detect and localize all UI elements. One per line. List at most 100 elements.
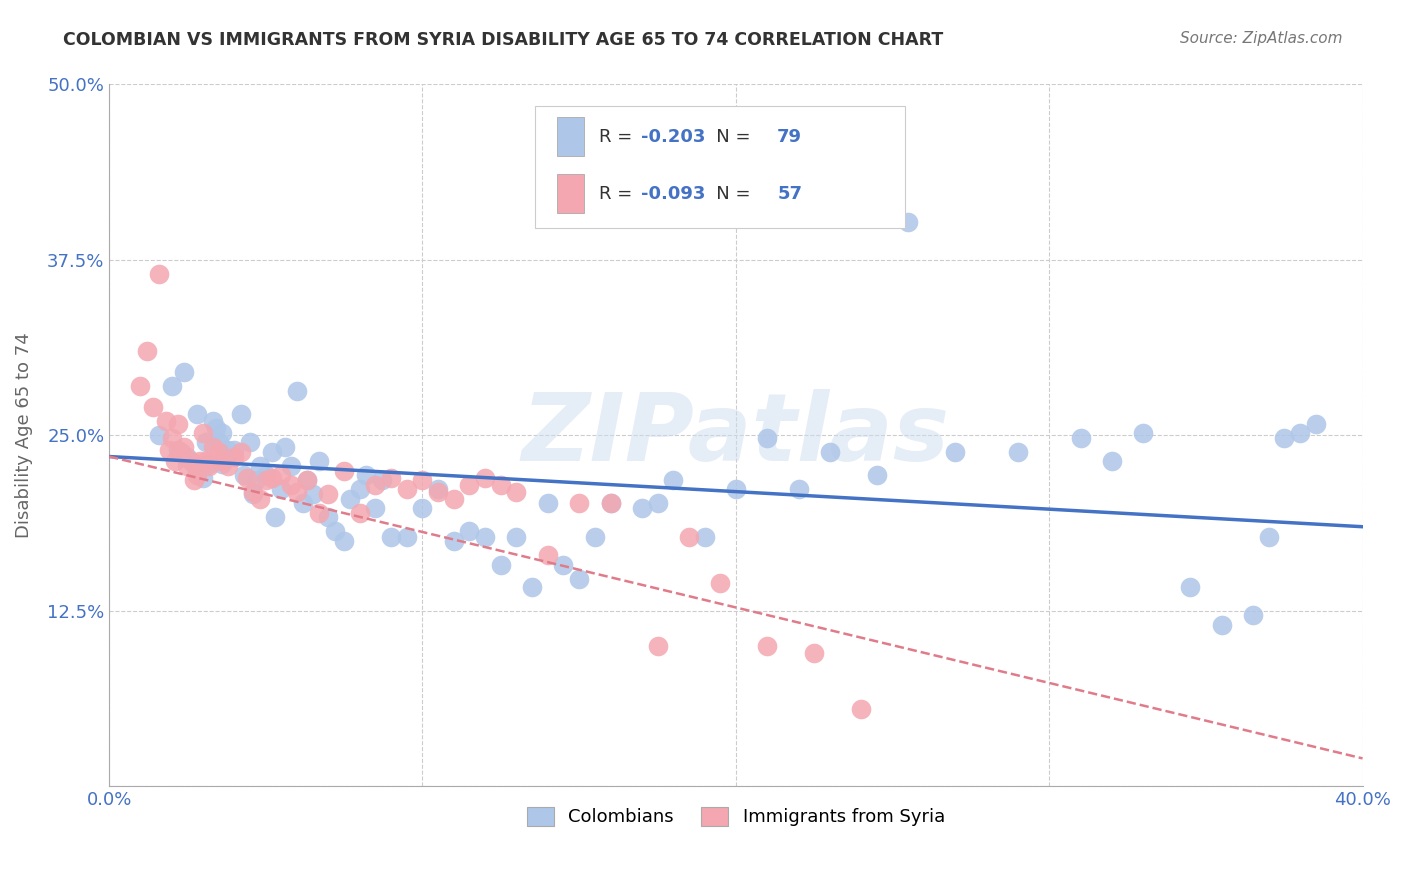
Point bbox=[270, 467, 292, 482]
Point bbox=[229, 408, 252, 422]
Point bbox=[443, 533, 465, 548]
Point bbox=[167, 442, 190, 457]
Point bbox=[224, 450, 246, 464]
Point bbox=[599, 496, 621, 510]
Point bbox=[380, 470, 402, 484]
Point bbox=[270, 482, 292, 496]
Text: -0.203: -0.203 bbox=[641, 128, 704, 145]
Point bbox=[333, 464, 356, 478]
Text: R =: R = bbox=[599, 185, 638, 202]
Point bbox=[411, 501, 433, 516]
Point bbox=[295, 474, 318, 488]
Point bbox=[148, 267, 170, 281]
Point bbox=[662, 474, 685, 488]
Point bbox=[188, 454, 211, 468]
Point bbox=[183, 474, 205, 488]
Point bbox=[505, 530, 527, 544]
Point bbox=[217, 442, 239, 457]
Point bbox=[229, 445, 252, 459]
Point bbox=[364, 501, 387, 516]
Point bbox=[364, 477, 387, 491]
Point bbox=[1305, 417, 1327, 432]
Point bbox=[204, 421, 226, 435]
Point bbox=[787, 482, 810, 496]
Point bbox=[349, 506, 371, 520]
Text: ZIPatlas: ZIPatlas bbox=[522, 390, 950, 482]
Point bbox=[709, 575, 731, 590]
Point bbox=[1180, 580, 1202, 594]
FancyBboxPatch shape bbox=[557, 174, 583, 213]
Point bbox=[599, 496, 621, 510]
Point bbox=[427, 482, 450, 496]
Point bbox=[851, 702, 873, 716]
Point bbox=[553, 558, 575, 572]
Point bbox=[458, 477, 481, 491]
Point bbox=[583, 530, 606, 544]
Point bbox=[280, 459, 302, 474]
Point bbox=[505, 484, 527, 499]
Point bbox=[254, 474, 277, 488]
Point bbox=[323, 524, 346, 538]
Y-axis label: Disability Age 65 to 74: Disability Age 65 to 74 bbox=[15, 333, 32, 539]
Point bbox=[135, 344, 157, 359]
Text: 57: 57 bbox=[778, 185, 803, 202]
Point bbox=[411, 474, 433, 488]
Point bbox=[176, 459, 198, 474]
Point bbox=[308, 506, 330, 520]
Point bbox=[371, 474, 394, 488]
Point bbox=[195, 435, 218, 450]
Point bbox=[318, 487, 340, 501]
Point bbox=[693, 530, 716, 544]
Point bbox=[803, 646, 825, 660]
Point bbox=[242, 484, 264, 499]
Text: R =: R = bbox=[599, 128, 638, 145]
FancyBboxPatch shape bbox=[536, 105, 905, 228]
Point bbox=[630, 501, 652, 516]
Point bbox=[245, 474, 267, 488]
Point bbox=[142, 401, 165, 415]
Point bbox=[520, 580, 543, 594]
Point bbox=[254, 467, 277, 482]
Point bbox=[208, 435, 231, 450]
Point bbox=[349, 482, 371, 496]
Point bbox=[647, 496, 669, 510]
Point bbox=[236, 470, 259, 484]
Point bbox=[224, 442, 246, 457]
Point bbox=[1007, 445, 1029, 459]
Point bbox=[186, 467, 208, 482]
Point bbox=[308, 454, 330, 468]
Point bbox=[129, 379, 152, 393]
Point bbox=[292, 496, 315, 510]
Point bbox=[160, 431, 183, 445]
Point bbox=[148, 428, 170, 442]
Point bbox=[724, 482, 747, 496]
Point bbox=[262, 470, 284, 484]
Point bbox=[160, 379, 183, 393]
Point bbox=[1070, 431, 1092, 445]
Point bbox=[176, 450, 198, 464]
FancyBboxPatch shape bbox=[557, 118, 583, 156]
Point bbox=[380, 530, 402, 544]
Point bbox=[191, 470, 214, 484]
Point bbox=[568, 496, 591, 510]
Point bbox=[201, 414, 224, 428]
Text: 79: 79 bbox=[778, 128, 803, 145]
Point bbox=[249, 459, 271, 474]
Point bbox=[1101, 454, 1123, 468]
Point bbox=[262, 445, 284, 459]
Point bbox=[1257, 530, 1279, 544]
Point bbox=[1132, 425, 1154, 440]
Point bbox=[1272, 431, 1295, 445]
Point bbox=[897, 215, 920, 229]
Point bbox=[647, 639, 669, 653]
Point bbox=[170, 445, 193, 459]
Point bbox=[458, 524, 481, 538]
Point bbox=[173, 365, 195, 379]
Point bbox=[943, 445, 966, 459]
Text: -0.093: -0.093 bbox=[641, 185, 704, 202]
Point bbox=[1241, 608, 1264, 623]
Text: N =: N = bbox=[700, 128, 756, 145]
Point bbox=[339, 491, 361, 506]
Point bbox=[1211, 618, 1233, 632]
Point bbox=[333, 533, 356, 548]
